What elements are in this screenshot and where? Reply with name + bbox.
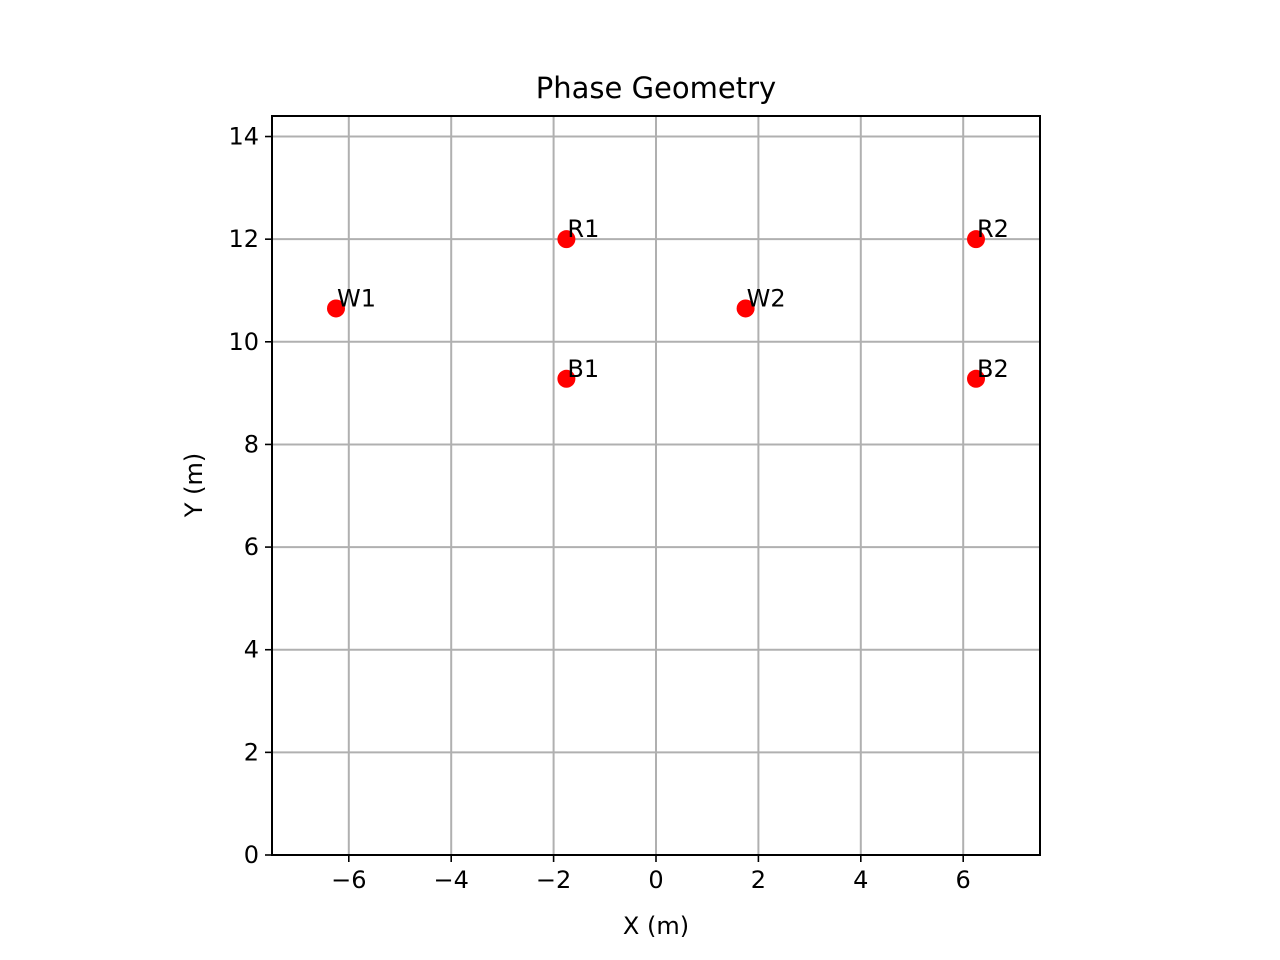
data-point bbox=[967, 369, 985, 388]
data-point bbox=[736, 299, 755, 318]
point-label: R1 bbox=[567, 215, 599, 243]
x-tick-label: −2 bbox=[536, 866, 571, 894]
data-point bbox=[557, 369, 576, 388]
chart-title: Phase Geometry bbox=[536, 71, 776, 105]
x-tick-label: −6 bbox=[331, 866, 366, 894]
y-tick-label: 4 bbox=[244, 636, 259, 664]
y-axis-label: Y (m) bbox=[180, 453, 208, 518]
point-label: B2 bbox=[977, 355, 1009, 383]
x-tick-label: −4 bbox=[434, 866, 469, 894]
data-point bbox=[967, 230, 985, 249]
y-tick-label: 2 bbox=[244, 738, 259, 766]
point-label: W2 bbox=[747, 284, 786, 312]
point-label: B1 bbox=[567, 355, 599, 383]
y-axis: 0 2 4 6 8 10 12 14 bbox=[228, 123, 272, 869]
x-tick-label: 4 bbox=[853, 866, 868, 894]
data-points: W1 R1 B1 W2 R2 B2 bbox=[327, 215, 1009, 388]
point-label: W1 bbox=[337, 284, 376, 312]
x-axis: −6 −4 −2 0 2 4 6 bbox=[331, 855, 971, 894]
data-point bbox=[557, 230, 576, 249]
y-tick-label: 14 bbox=[228, 123, 259, 151]
y-tick-label: 12 bbox=[228, 225, 259, 253]
y-tick-label: 0 bbox=[244, 841, 259, 869]
y-tick-label: 8 bbox=[244, 430, 259, 458]
x-axis-label: X (m) bbox=[623, 912, 689, 940]
point-label: R2 bbox=[977, 215, 1009, 243]
data-point bbox=[327, 299, 345, 318]
y-tick-label: 10 bbox=[228, 328, 259, 356]
y-tick-label: 6 bbox=[244, 533, 259, 561]
x-tick-label: 0 bbox=[648, 866, 663, 894]
x-tick-label: 2 bbox=[751, 866, 766, 894]
x-tick-label: 6 bbox=[956, 866, 971, 894]
